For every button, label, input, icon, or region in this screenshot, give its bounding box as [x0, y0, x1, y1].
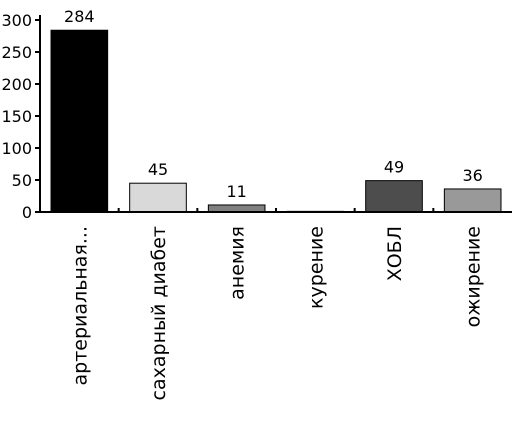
value-label: 11	[226, 182, 246, 201]
y-tick-label: 150	[1, 107, 32, 126]
value-label: 284	[64, 7, 95, 26]
y-tick-label: 300	[1, 11, 32, 30]
y-tick-label: 0	[22, 203, 32, 222]
x-tick-label: анемия	[227, 226, 249, 300]
x-tick-label: артериальная...	[69, 226, 91, 385]
x-tick-label: курение	[305, 226, 327, 309]
bar	[129, 182, 187, 213]
value-label: 45	[148, 160, 168, 179]
value-label: 49	[384, 158, 404, 177]
bar	[207, 204, 266, 213]
x-tick-label: ожирение	[463, 226, 485, 327]
x-tick-label: сахарный диабет	[148, 226, 170, 400]
bar	[50, 29, 109, 213]
value-label: 36	[462, 166, 482, 185]
y-tick-label: 250	[1, 43, 32, 62]
y-tick-label: 50	[12, 171, 32, 190]
x-tick-label: ХОБЛ	[384, 226, 406, 281]
y-tick-label: 200	[1, 75, 32, 94]
bar	[365, 180, 423, 213]
bar	[443, 188, 502, 213]
y-tick-label: 100	[1, 139, 32, 158]
